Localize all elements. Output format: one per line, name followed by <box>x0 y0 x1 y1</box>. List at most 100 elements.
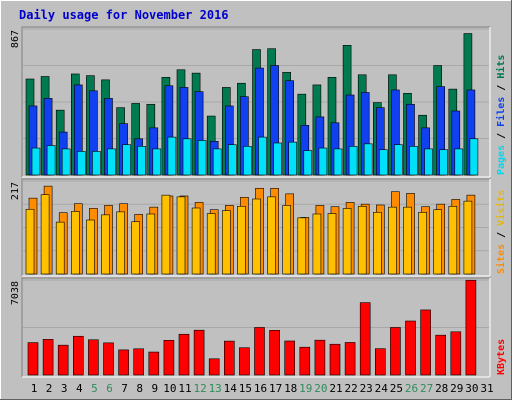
pages-bar <box>288 141 298 176</box>
visits-bar <box>297 217 307 275</box>
pages-bar <box>197 140 207 176</box>
day-label: 5 <box>91 382 98 395</box>
visits-bar <box>40 194 50 275</box>
pages-bar <box>107 148 116 176</box>
visits-bars <box>25 185 476 275</box>
day-label: 1 <box>31 382 38 395</box>
day-label: 18 <box>284 382 297 395</box>
pages-bar <box>469 138 479 176</box>
visits-bar <box>116 211 125 275</box>
kbytes-bar <box>435 334 447 376</box>
pages-bar <box>258 136 267 176</box>
pages-bar <box>228 144 237 176</box>
kbytes-bar <box>465 279 477 376</box>
pages-bar <box>152 148 162 176</box>
pages-bar <box>77 151 86 176</box>
kbytes-bar <box>103 342 114 376</box>
day-label: 14 <box>224 382 238 395</box>
pages-bar <box>439 149 449 176</box>
kbytes-bar <box>329 343 341 376</box>
visits-bar <box>252 198 261 275</box>
kbytes-bar <box>57 344 69 376</box>
visits-bar <box>86 219 95 275</box>
day-label: 23 <box>360 382 373 395</box>
pages-bar <box>46 145 56 176</box>
day-label: 27 <box>420 382 433 395</box>
visits-bar <box>433 209 443 275</box>
kbytes-bar <box>299 346 311 376</box>
day-label: 30 <box>465 382 478 395</box>
pages-bar <box>92 151 101 176</box>
pages-bar <box>61 148 71 176</box>
hits-panel: 867 Pages / Files / Hits <box>10 26 507 178</box>
pages-bar <box>212 148 222 176</box>
day-label: 25 <box>390 382 403 395</box>
day-label: 9 <box>151 382 158 395</box>
visits-bar <box>191 207 201 275</box>
kbytes-bar <box>254 327 265 376</box>
day-label: 11 <box>178 382 191 395</box>
kbytes-bar <box>148 351 160 376</box>
kbytes-bar <box>374 348 386 376</box>
svg-text:KBytes: KBytes <box>496 339 507 375</box>
day-label: 16 <box>254 382 267 395</box>
chart-title: Daily usage for November 2016 <box>19 8 229 22</box>
svg-text:Sites / Visits: Sites / Visits <box>495 190 507 274</box>
visits-bar <box>206 213 216 275</box>
svg-text:Pages / Files / Hits: Pages / Files / Hits <box>495 55 507 175</box>
pages-bar <box>424 148 433 176</box>
pages-bar <box>348 146 358 176</box>
kbytes-bar <box>118 349 129 376</box>
day-label: 31 <box>480 382 493 395</box>
visits-ymax-label: 217 <box>10 182 21 200</box>
legend-visits: Visits <box>495 190 507 226</box>
kbytes-bar <box>133 348 144 376</box>
visits-legend: Sites / Visits <box>495 190 507 274</box>
day-label: 10 <box>163 382 176 395</box>
hits-ymax-label: 867 <box>10 30 21 48</box>
kbytes-bar <box>88 339 99 376</box>
day-label: 17 <box>269 382 282 395</box>
day-label: 28 <box>435 382 448 395</box>
kbytes-bar <box>73 335 84 376</box>
visits-bar <box>131 221 140 275</box>
kbytes-bar <box>344 342 356 376</box>
pages-bar <box>318 147 328 176</box>
day-label: 12 <box>193 382 206 395</box>
pages-bar <box>122 144 131 176</box>
day-label: 7 <box>121 382 128 395</box>
pages-bar <box>454 148 464 176</box>
day-label: 2 <box>46 382 53 395</box>
kbytes-ymax-label: 7038 <box>10 281 21 305</box>
day-label: 8 <box>136 382 143 395</box>
legend-files: Files <box>495 97 507 127</box>
day-label: 4 <box>76 382 83 395</box>
visits-bar <box>448 205 458 275</box>
kbytes-bar <box>163 340 175 376</box>
kbytes-bar <box>239 347 250 376</box>
day-label: 20 <box>314 382 327 395</box>
kbytes-bar <box>27 342 39 376</box>
pages-bar <box>409 146 418 176</box>
pages-bar <box>137 146 146 176</box>
visits-bar <box>161 194 171 275</box>
visits-bar <box>222 210 231 275</box>
kbytes-bars <box>27 279 477 376</box>
pages-bar <box>333 148 343 176</box>
kbytes-bar <box>269 330 280 376</box>
pages-bar <box>167 136 177 176</box>
visits-bar <box>146 213 156 275</box>
visits-bar <box>71 211 80 275</box>
visits-bar <box>101 214 110 275</box>
kbytes-bar <box>405 320 416 376</box>
hits-legend: Pages / Files / Hits <box>495 55 507 175</box>
kbytes-bar <box>208 358 220 376</box>
day-axis-labels: 1 2 3 4 5 6 7 8 9 10 11 12 13 14 15 16 17 18 19 20 21 22 23 24 2… <box>31 382 494 395</box>
visits-bar <box>25 208 35 275</box>
day-label: 15 <box>239 382 252 395</box>
visits-bar <box>176 196 186 275</box>
day-label: 22 <box>344 382 357 395</box>
legend-hits: Hits <box>495 55 507 79</box>
kbytes-bar <box>450 331 462 376</box>
